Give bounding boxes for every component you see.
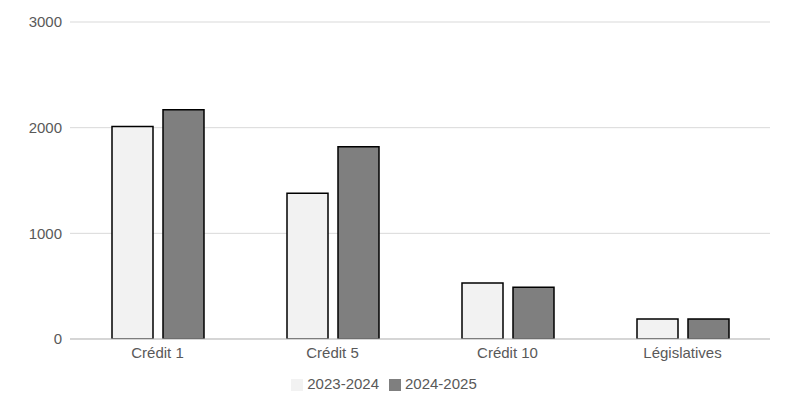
svg-text:Crédit 10: Crédit 10	[477, 344, 538, 361]
svg-text:2000: 2000	[29, 119, 62, 136]
svg-text:0: 0	[54, 330, 62, 347]
svg-text:1000: 1000	[29, 225, 62, 242]
svg-text:Crédit 1: Crédit 1	[131, 344, 184, 361]
svg-text:Législatives: Législatives	[643, 344, 721, 361]
svg-text:Crédit 5: Crédit 5	[306, 344, 359, 361]
html-text:2023-2024: 2023-2024	[307, 375, 379, 392]
html-text:2024-2025: 2024-2025	[405, 375, 477, 392]
svg-text:3000: 3000	[29, 13, 62, 30]
